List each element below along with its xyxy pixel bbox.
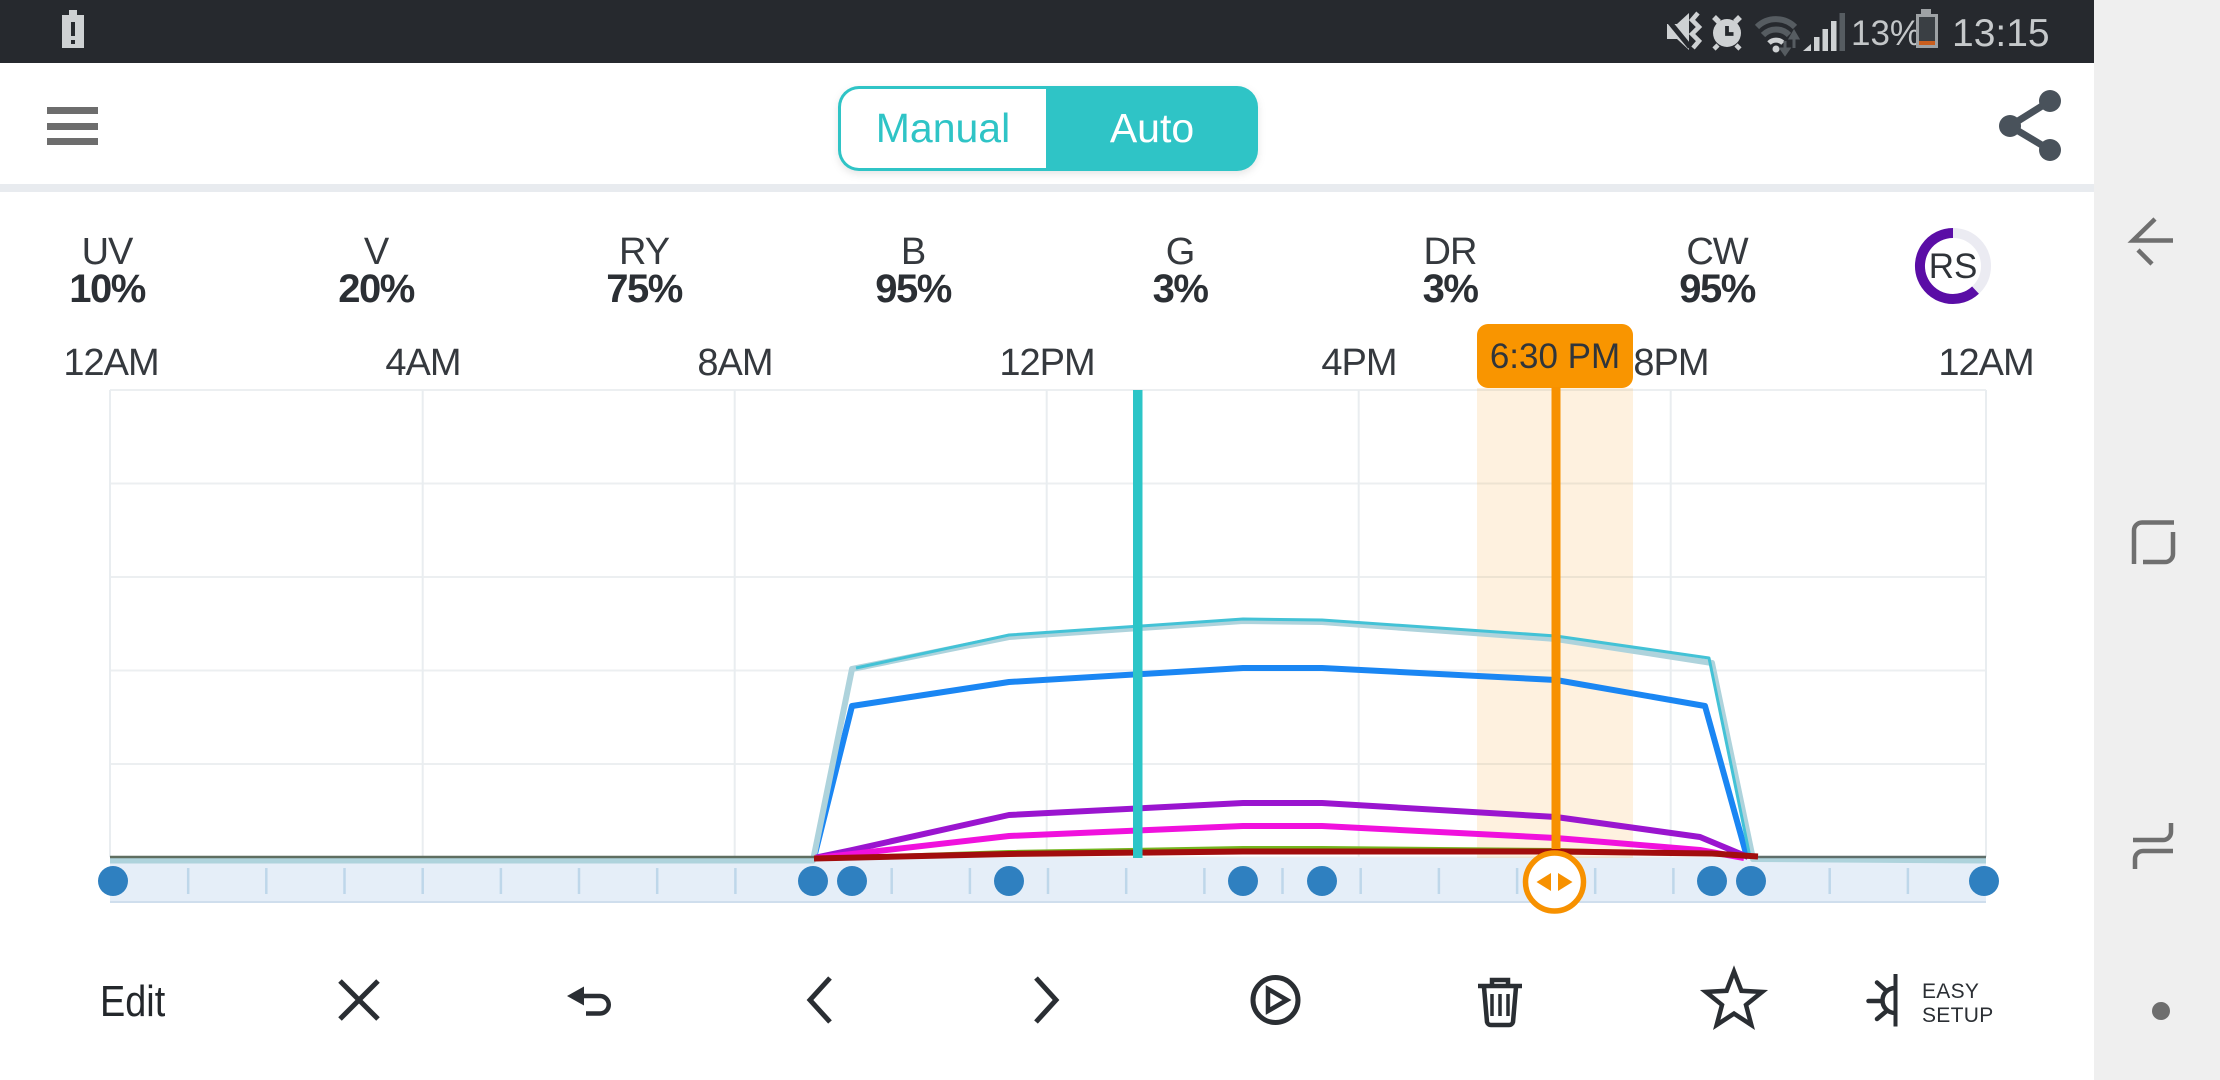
svg-text:13%: 13% <box>1851 14 1921 53</box>
svg-text:13:15: 13:15 <box>1952 12 2050 55</box>
svg-text:RS: RS <box>1929 247 1978 286</box>
